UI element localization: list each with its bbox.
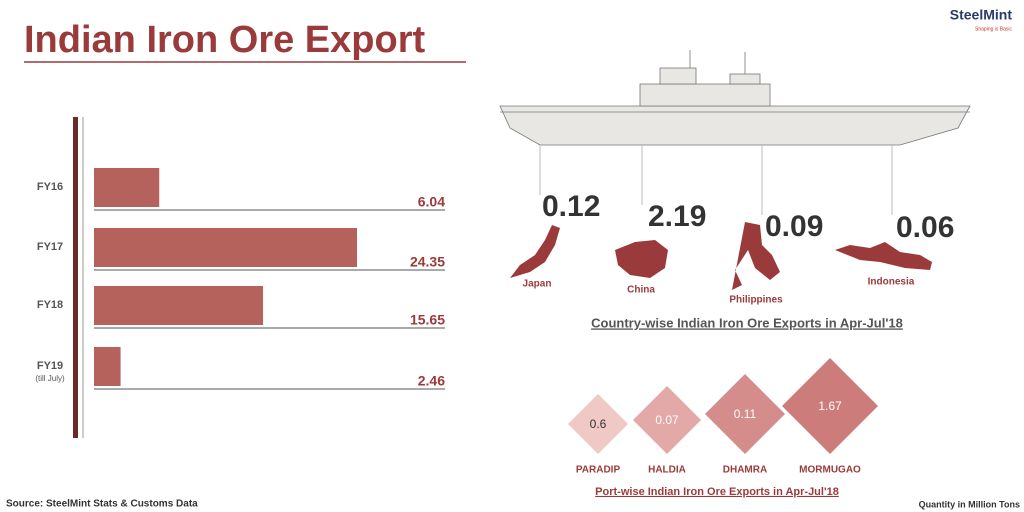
port-name: MORMUGAO: [799, 465, 861, 476]
subtitle: Country-wise Indian Iron Ore Exports in …: [591, 315, 903, 330]
leader-lines: [539, 145, 893, 215]
subtitle: Port-wise Indian Iron Ore Exports in Apr…: [595, 486, 839, 498]
port-name: DHAMRA: [723, 465, 767, 476]
unit-note: Quantity in Million Tons: [919, 499, 1020, 509]
logo: SteelMint: [950, 7, 1013, 23]
axis-bar: [73, 117, 78, 438]
value-label: 6.04: [418, 194, 445, 210]
port-diamond: [633, 386, 701, 454]
country-name: Philippines: [729, 295, 783, 306]
value-label: 15.65: [410, 312, 445, 328]
port-value: 0.11: [734, 407, 757, 421]
port-diamond: [782, 358, 878, 454]
bar: [94, 347, 121, 386]
category-label: FY16: [37, 181, 63, 193]
country-value: 0.12: [542, 190, 600, 223]
value-label: 2.46: [418, 373, 445, 389]
ship: [499, 50, 971, 146]
country-maps: [510, 222, 932, 290]
port-name: PARADIP: [576, 465, 621, 476]
title: Indian Iron Ore Export: [24, 19, 425, 61]
category-label: FY19: [37, 360, 63, 372]
country-value: 0.09: [765, 210, 823, 243]
port-name: HALDIA: [648, 465, 686, 476]
logo-tagline: Shaping is Basic: [975, 26, 1012, 32]
value-label: 24.35: [410, 254, 445, 270]
country-name: Indonesia: [868, 277, 915, 288]
country-value: 2.19: [648, 200, 706, 233]
port-value: 0.6: [590, 417, 607, 431]
category-label: FY18: [37, 299, 63, 311]
port-value: 0.07: [655, 413, 679, 427]
country-name: China: [627, 285, 655, 296]
bar: [94, 228, 357, 267]
country-value: 0.06: [896, 211, 954, 244]
port-diamond: [705, 374, 785, 454]
bar: [94, 286, 264, 325]
bar: [94, 168, 160, 207]
category-note: (till July): [35, 374, 65, 383]
port-value: 1.67: [818, 399, 842, 413]
port-diamond: [568, 394, 628, 454]
source: Source: SteelMint Stats & Customs Data: [6, 499, 198, 510]
country-name: Japan: [523, 279, 552, 290]
category-label: FY17: [37, 241, 63, 253]
